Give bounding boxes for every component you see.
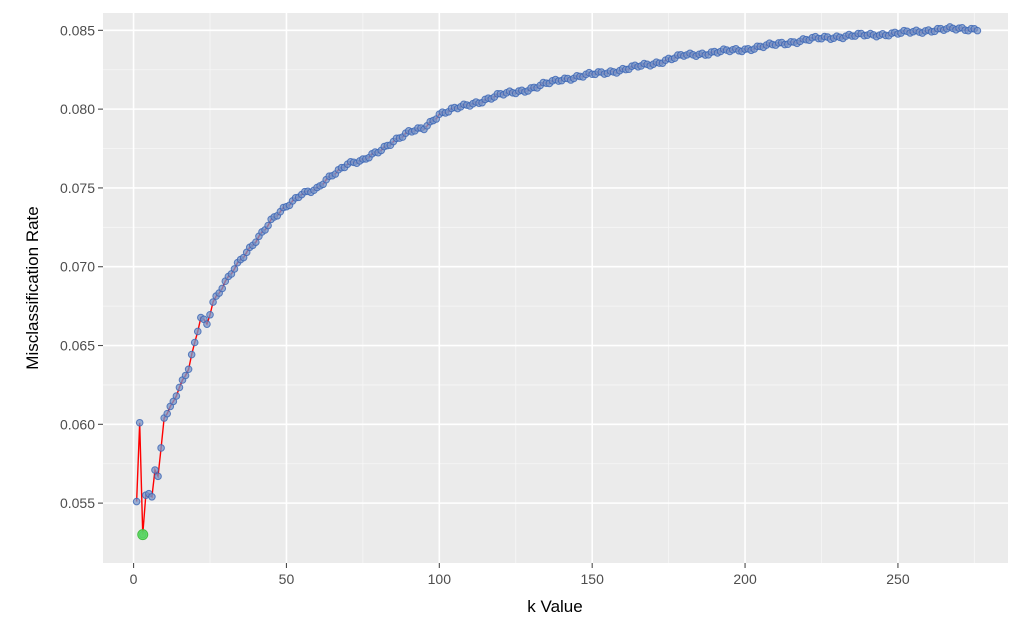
y-axis-title: Misclassification Rate	[23, 206, 42, 369]
data-point	[973, 26, 982, 35]
y-tick-label: 0.055	[60, 495, 95, 511]
x-tick-label: 150	[581, 571, 605, 587]
data-point	[264, 221, 272, 230]
data-point	[172, 392, 181, 400]
data-point	[184, 365, 193, 374]
x-axis-ticks: 0 50 100 150 200 250	[130, 563, 910, 587]
x-tick-label: 200	[733, 571, 757, 587]
data-point	[230, 265, 239, 273]
data-point	[203, 320, 211, 328]
y-tick-label: 0.065	[60, 338, 95, 354]
min-point-highlight	[137, 529, 149, 541]
x-axis-title: k Value	[527, 597, 582, 616]
y-tick-label: 0.070	[60, 259, 95, 275]
data-point	[190, 338, 199, 347]
data-point	[135, 418, 144, 427]
x-tick-label: 50	[279, 571, 295, 587]
data-point	[163, 409, 172, 418]
y-axis-ticks: 0.055 0.060 0.065 0.070 0.075 0.080 0.085	[60, 22, 103, 511]
data-point	[175, 383, 184, 392]
y-tick-label: 0.060	[60, 416, 95, 432]
data-point	[132, 497, 141, 506]
minor-gridlines	[103, 13, 1008, 563]
plot-panel	[103, 13, 1008, 563]
data-point	[151, 466, 159, 474]
series-layer	[132, 23, 982, 541]
y-tick-label: 0.085	[60, 22, 95, 38]
data-point	[148, 493, 156, 501]
data-point	[252, 238, 260, 246]
data-point	[181, 371, 190, 380]
data-point	[154, 472, 162, 481]
x-tick-label: 100	[428, 571, 452, 587]
x-tick-label: 0	[130, 571, 138, 587]
data-point	[193, 327, 202, 336]
data-point	[187, 350, 196, 359]
y-tick-label: 0.075	[60, 180, 95, 196]
data-point	[206, 310, 214, 319]
major-gridlines	[103, 13, 1008, 563]
data-point	[209, 298, 217, 306]
x-tick-label: 250	[886, 571, 910, 587]
y-tick-label: 0.080	[60, 101, 95, 117]
data-point	[218, 284, 227, 293]
data-point	[157, 444, 165, 452]
